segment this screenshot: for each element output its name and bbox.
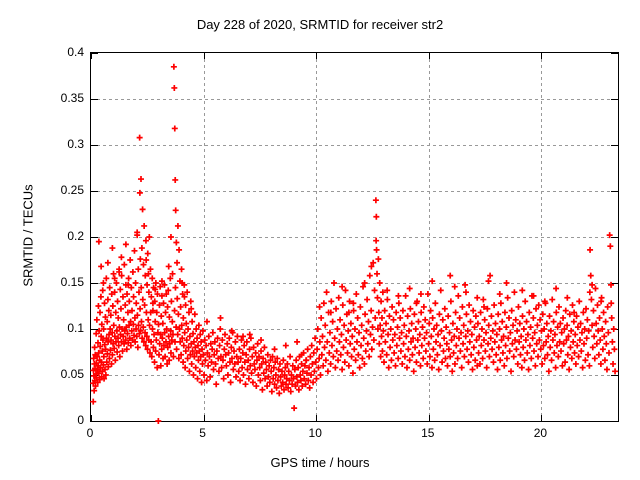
- plot-area: [90, 52, 619, 424]
- y-tick-label: 0.1: [67, 321, 84, 335]
- x-tick-label: 0: [86, 426, 94, 440]
- y-axis-tick-labels: 0 0.05 0.1 0.15 0.2 0.25 0.3 0.35 0.4: [24, 45, 84, 427]
- y-tick-label: 0.2: [67, 229, 84, 243]
- x-axis-label: GPS time / hours: [270, 455, 370, 470]
- x-tick-label: 15: [421, 426, 435, 440]
- x-tick-label: 10: [308, 426, 322, 440]
- x-axis-tick-labels: 0 5 10 15 20: [87, 426, 617, 446]
- y-tick-label: 0.15: [60, 275, 84, 289]
- x-tick-label: 20: [533, 426, 548, 440]
- x-tick-label: 5: [199, 426, 206, 440]
- y-tick-label: 0.35: [60, 91, 84, 105]
- y-tick-label: 0.05: [60, 367, 84, 381]
- y-tick-label: 0.4: [67, 45, 84, 59]
- y-tick-label: 0.3: [67, 137, 84, 151]
- scatter-points: [90, 63, 619, 424]
- page-title: Day 228 of 2020, SRMTID for receiver str…: [196, 17, 444, 32]
- y-tick-label: 0: [77, 413, 84, 427]
- y-tick-label: 0.25: [60, 183, 84, 197]
